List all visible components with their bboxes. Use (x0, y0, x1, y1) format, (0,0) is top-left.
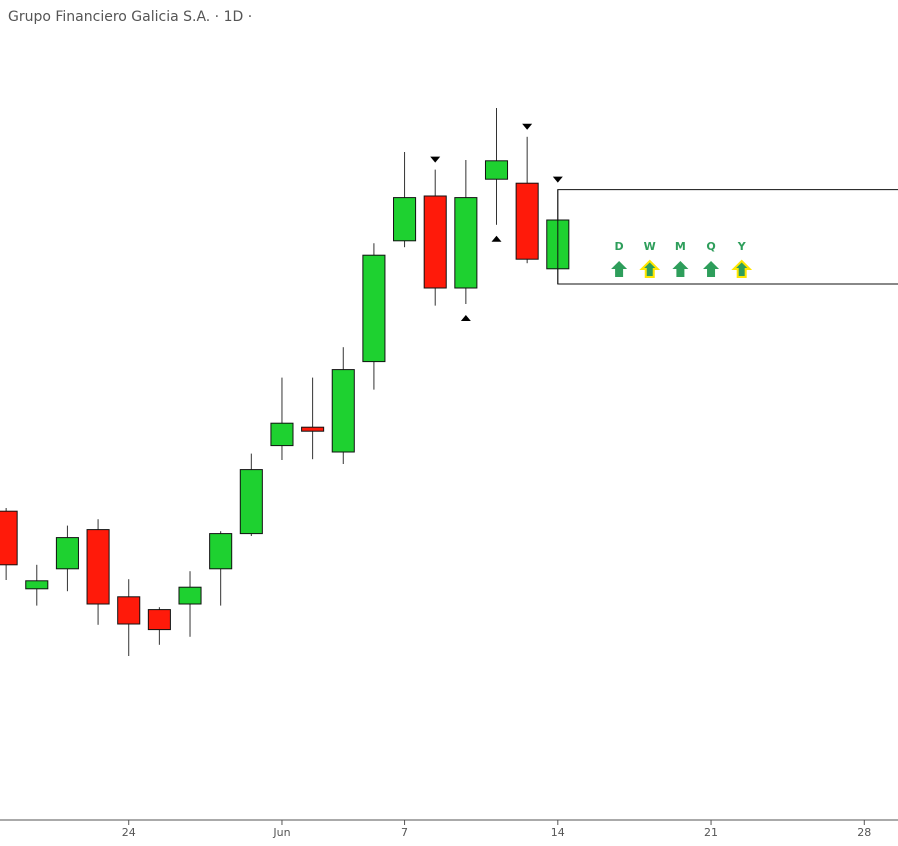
candle-body (423, 195, 447, 289)
x-tick-label: Jun (272, 826, 290, 839)
marker-up (491, 235, 502, 242)
signal-label: M (675, 240, 686, 253)
candle-body (25, 580, 49, 590)
candle-body (393, 197, 417, 242)
candle-body (178, 586, 202, 605)
candle-body (86, 529, 110, 605)
signal-arrow (639, 259, 661, 278)
x-tick-label: 21 (704, 826, 718, 839)
candle-body (147, 609, 171, 631)
candle-body (362, 254, 386, 363)
candle-body (454, 197, 478, 289)
marker-up (460, 315, 471, 321)
candle-body (270, 422, 294, 447)
range-box (557, 189, 898, 285)
signal-arrow (731, 259, 753, 278)
candle-body (239, 469, 263, 535)
signal-label: Q (706, 240, 715, 253)
x-tick-label: 28 (857, 826, 871, 839)
candle-body (0, 510, 18, 566)
marker-down (522, 123, 533, 130)
signal-label: W (644, 240, 656, 253)
candle-body (117, 596, 141, 625)
marker-down (552, 176, 563, 183)
candle-body (484, 160, 509, 180)
candle-body (301, 426, 325, 432)
candle-body (55, 537, 79, 570)
candle-body (209, 533, 233, 570)
signal-arrow (672, 261, 689, 277)
x-tick-label: 7 (401, 826, 408, 839)
chart-title: Grupo Financiero Galicia S.A. · 1D · (8, 9, 252, 25)
x-tick-label: 14 (551, 826, 565, 839)
marker-down (430, 156, 441, 163)
signal-label: D (615, 240, 624, 253)
signal-arrow (611, 261, 628, 277)
candle-body (331, 369, 355, 453)
signal-label: Y (737, 240, 747, 253)
x-tick-label: 24 (122, 826, 136, 839)
signal-arrow (703, 261, 720, 277)
candle-body (515, 182, 539, 260)
